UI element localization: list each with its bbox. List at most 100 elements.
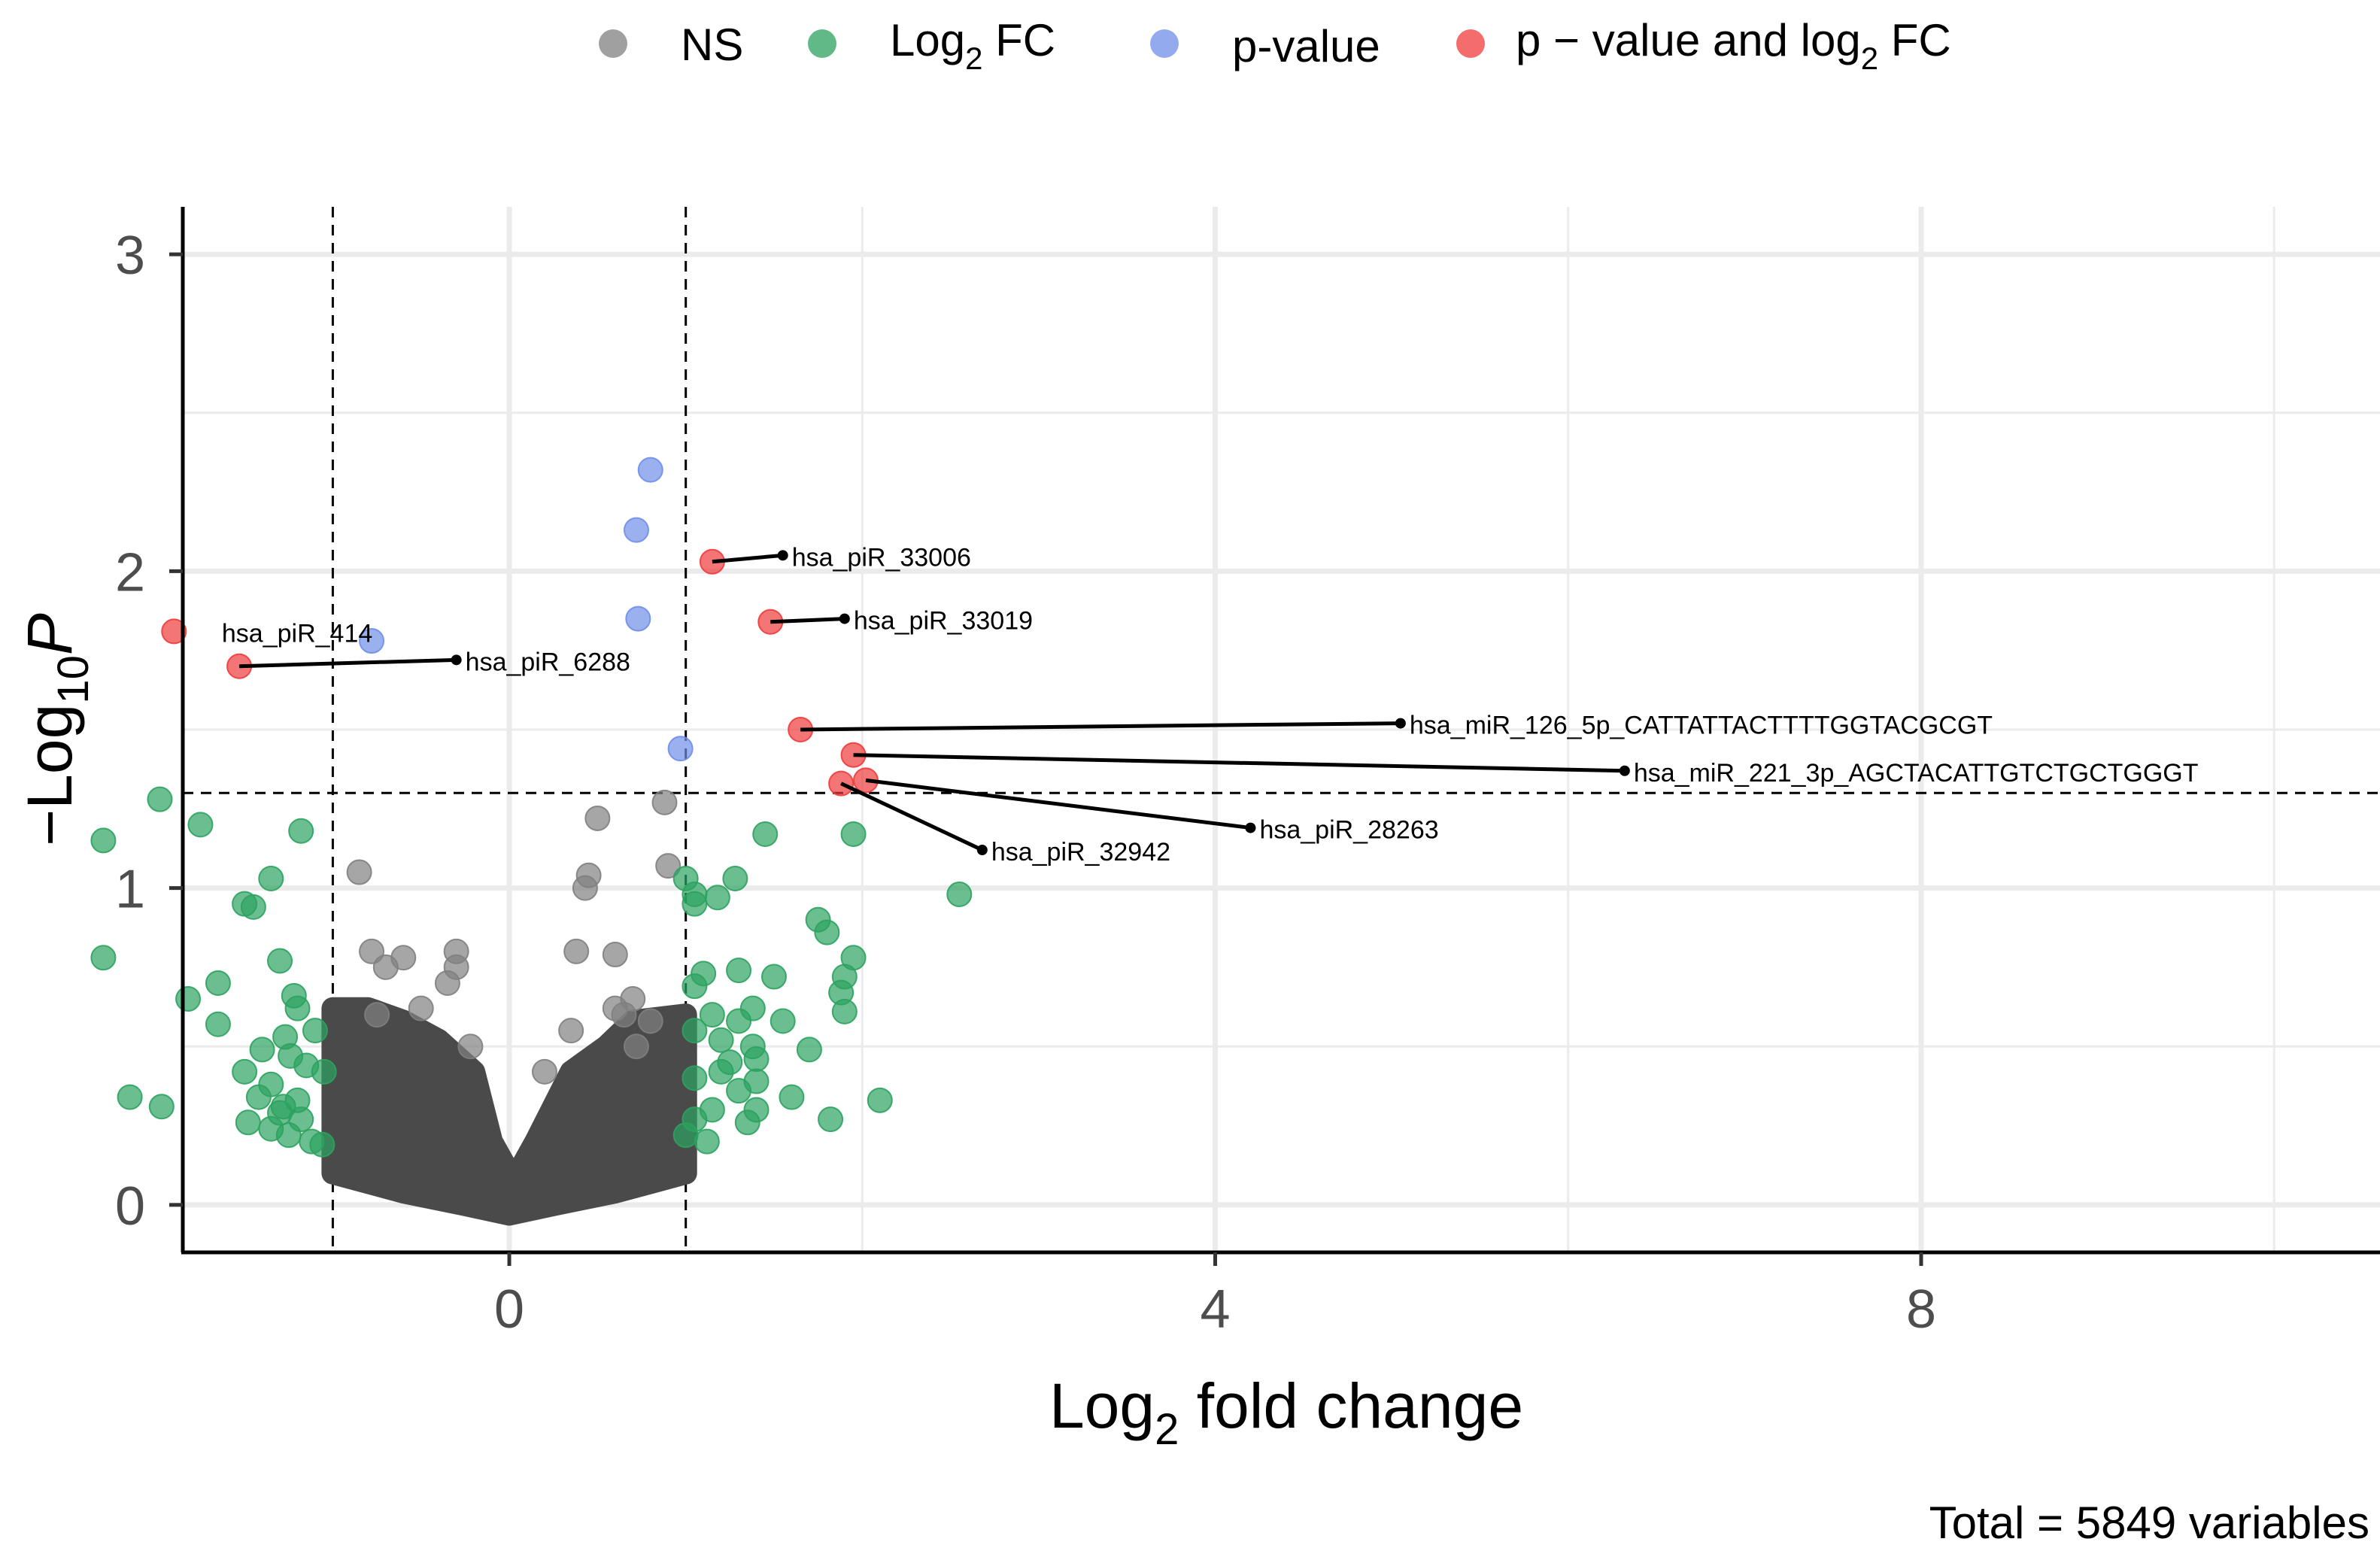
point-fc xyxy=(831,998,858,1024)
connector-line xyxy=(239,657,457,669)
point-label: hsa_piR_32942 xyxy=(991,838,1170,867)
legend-label-both: p − value and log2 FC xyxy=(1516,15,1951,76)
point-label: hsa_miR_221_3p_AGCTACATTGTCTGCTGGGT xyxy=(1634,759,2199,788)
label-connectors xyxy=(239,550,1630,856)
point-labels: hsa_piR_33006 hsa_piR_33019 hsa_piR_414hsa… xyxy=(222,543,2199,867)
point-fc xyxy=(187,812,214,838)
connector-tip xyxy=(777,550,788,561)
x-axis-title-rest: fold change xyxy=(1179,1370,1523,1441)
legend-label-ns: NS xyxy=(681,20,743,70)
point-ns xyxy=(558,1018,584,1044)
x-axis-title-sub: 2 xyxy=(1155,1405,1179,1454)
axis-ticks: 0 4 8 0 1 2 3 xyxy=(115,226,1936,1340)
point-fc xyxy=(818,1106,844,1133)
legend-swatch-p xyxy=(1150,29,1179,58)
point-fc xyxy=(309,1131,335,1158)
point-ns xyxy=(346,859,372,885)
point-fc xyxy=(232,1058,258,1085)
legend-swatch-both xyxy=(1456,29,1485,58)
point-fc xyxy=(734,1109,760,1136)
connector-tip xyxy=(1619,765,1630,776)
legend-label-both-rest: FC xyxy=(1878,15,1951,65)
point-ns xyxy=(623,1033,649,1060)
point-fc xyxy=(90,827,117,854)
point-label: hsa_piR_28263 xyxy=(1259,816,1438,845)
connector-line xyxy=(712,553,783,564)
point-ns xyxy=(372,954,399,980)
point-ns xyxy=(457,1033,484,1060)
point-ns xyxy=(408,995,434,1021)
point-label: hsa_miR_126_5p_CATTATTACTTTTGGTACGCGT xyxy=(1410,712,1993,740)
point-fc xyxy=(311,1058,337,1085)
connector-line xyxy=(853,753,1625,773)
point-fc xyxy=(240,894,266,920)
y-tick-label: 2 xyxy=(115,542,145,602)
point-ns xyxy=(572,875,598,901)
point-label: hsa_piR_414 xyxy=(222,619,372,648)
point-fc xyxy=(682,1065,708,1091)
point-fc xyxy=(682,891,708,917)
point-ns xyxy=(611,1002,637,1028)
point-fc xyxy=(205,1011,231,1037)
point-p xyxy=(637,457,663,483)
data-points xyxy=(90,457,973,1158)
x-tick-label: 0 xyxy=(494,1279,524,1340)
point-label: hsa_piR_33006 xyxy=(792,543,971,572)
point-fc xyxy=(752,821,779,847)
point-fc xyxy=(245,1084,272,1110)
legend-label-p: p-value xyxy=(1232,21,1380,71)
plot-area: hsa_piR_33006 hsa_piR_33019 hsa_piR_414hsa… xyxy=(90,207,2380,1340)
y-tick-label: 1 xyxy=(115,860,145,920)
legend-label-both-sub: 2 xyxy=(1861,41,1878,76)
point-fc xyxy=(867,1087,893,1113)
connector-line xyxy=(770,617,845,624)
point-p xyxy=(359,628,385,654)
point-fc xyxy=(672,1122,699,1149)
point-fc xyxy=(708,1027,734,1053)
point-fc xyxy=(726,1008,752,1034)
point-fc xyxy=(796,1036,822,1063)
point-fc xyxy=(760,964,787,990)
legend: NS Log2 FC p-value p − value and log2 FC xyxy=(599,15,1951,76)
point-label: hsa_piR_33019 xyxy=(854,607,1033,636)
gridlines xyxy=(183,207,2380,1252)
point-fc xyxy=(682,1018,708,1044)
point-fc xyxy=(284,995,311,1021)
point-fc xyxy=(278,1043,304,1069)
point-label: hsa_piR_6288 xyxy=(466,648,630,676)
point-fc xyxy=(726,958,752,984)
connector-tip xyxy=(1395,718,1406,729)
legend-label-fc-rest: FC xyxy=(982,15,1055,65)
point-fc xyxy=(302,1018,328,1044)
point-fc xyxy=(148,1094,175,1120)
legend-label-fc: Log2 FC xyxy=(890,15,1055,76)
point-ns xyxy=(563,938,590,964)
x-axis-title: Log2 fold change xyxy=(1049,1370,1523,1454)
point-fc xyxy=(288,818,314,844)
point-fc xyxy=(717,1049,743,1076)
point-fc xyxy=(722,865,748,891)
axes xyxy=(181,207,2380,1255)
y-tick-label: 3 xyxy=(115,226,145,286)
point-p xyxy=(667,736,694,762)
point-ns xyxy=(531,1058,557,1085)
point-fc xyxy=(779,1084,805,1110)
point-fc xyxy=(682,973,708,1000)
connector-line xyxy=(840,782,983,852)
point-ns xyxy=(655,853,682,879)
point-fc xyxy=(743,1046,770,1073)
point-ns xyxy=(637,1008,663,1034)
x-tick-label: 8 xyxy=(1906,1279,1936,1340)
point-fc xyxy=(90,945,117,971)
y-tick-label: 0 xyxy=(115,1176,145,1237)
caption: Total = 5849 variables xyxy=(1929,1498,2369,1548)
connector-tip xyxy=(976,845,988,856)
ns-cloud-shape xyxy=(321,997,697,1226)
point-p xyxy=(623,517,649,543)
ns-density-cloud xyxy=(321,997,697,1226)
connector-tip xyxy=(839,613,850,624)
point-fc xyxy=(946,882,973,908)
point-fc xyxy=(699,1002,725,1028)
connector-tip xyxy=(1245,822,1256,833)
